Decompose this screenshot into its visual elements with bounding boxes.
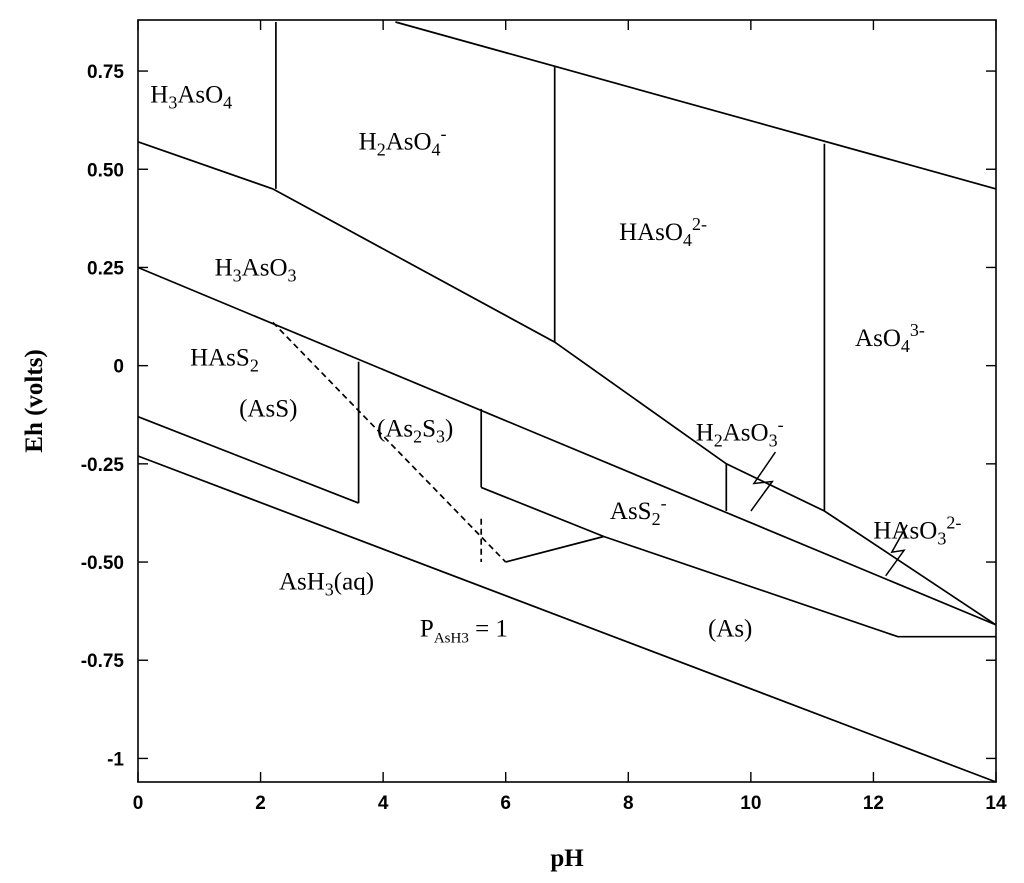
boundary-line-13	[480, 486, 605, 538]
y-tick-label: 0.25	[87, 258, 124, 279]
boundary-line-6	[137, 266, 997, 626]
x-tick-label: 10	[740, 793, 761, 814]
region-label: AsO4​3-​	[855, 320, 925, 356]
region-label: H3​AsO3​	[215, 254, 297, 285]
y-tick-label: 0	[113, 357, 124, 378]
boundary-line-2	[137, 140, 997, 626]
break-mark-2	[885, 524, 908, 577]
region-label: HAsO4​2-​	[619, 214, 707, 250]
y-axis-title: Eh (volts)	[21, 349, 48, 452]
region-label: PAsH3​ = 1	[420, 616, 508, 647]
region-label: (As)	[708, 616, 752, 643]
region-label: (AsS)	[239, 396, 297, 423]
x-tick-label: 12	[863, 793, 884, 814]
x-axis-title: pH	[550, 845, 584, 872]
break-mark-1	[750, 451, 777, 512]
x-tick-label: 4	[378, 793, 389, 814]
y-tick-label: 0.75	[87, 62, 124, 83]
axis-ticks: 0 2 4 6 8 10 12 14 0.75 0.50 0.25 0 -0.25 -0.50 -0.75 -…	[81, 20, 1007, 814]
region-label: AsS2​-​	[610, 493, 667, 529]
region-label: H2​AsO3​-​	[696, 414, 784, 450]
region-label: H2​AsO4​-​	[359, 124, 447, 160]
boundary-line-16	[137, 455, 997, 783]
region-labels: H3​AsO4​ H2​AsO4​-​ HAsO4​2-​ AsO4​3-​ H3​As…	[150, 81, 961, 646]
boundary-line-12	[137, 415, 359, 504]
boundary-line-1	[395, 21, 997, 190]
boundary-line-14	[505, 535, 605, 563]
region-label: AsH3​(aq)	[279, 569, 374, 600]
x-tick-label: 8	[623, 793, 634, 814]
y-tick-label: -0.75	[81, 651, 125, 672]
region-label: H3​AsO4​	[150, 81, 232, 112]
boundary-line-15	[603, 535, 996, 638]
y-tick-label: -0.25	[81, 455, 125, 476]
y-tick-label: -1	[107, 749, 124, 770]
y-tick-label: -0.50	[81, 553, 124, 574]
x-tick-label: 6	[500, 793, 511, 814]
x-tick-label: 0	[133, 793, 144, 814]
region-label: (As2​S3​)	[377, 415, 453, 446]
region-label: HAsO3​2-​	[873, 512, 961, 548]
x-tick-label: 2	[255, 793, 266, 814]
boundary-line-10	[272, 321, 507, 563]
x-tick-label: 14	[985, 793, 1007, 814]
region-label: HAsS2​	[190, 345, 259, 376]
plot-frame	[137, 19, 997, 783]
y-tick-label: 0.50	[87, 160, 124, 181]
boundary-lines	[137, 21, 997, 783]
